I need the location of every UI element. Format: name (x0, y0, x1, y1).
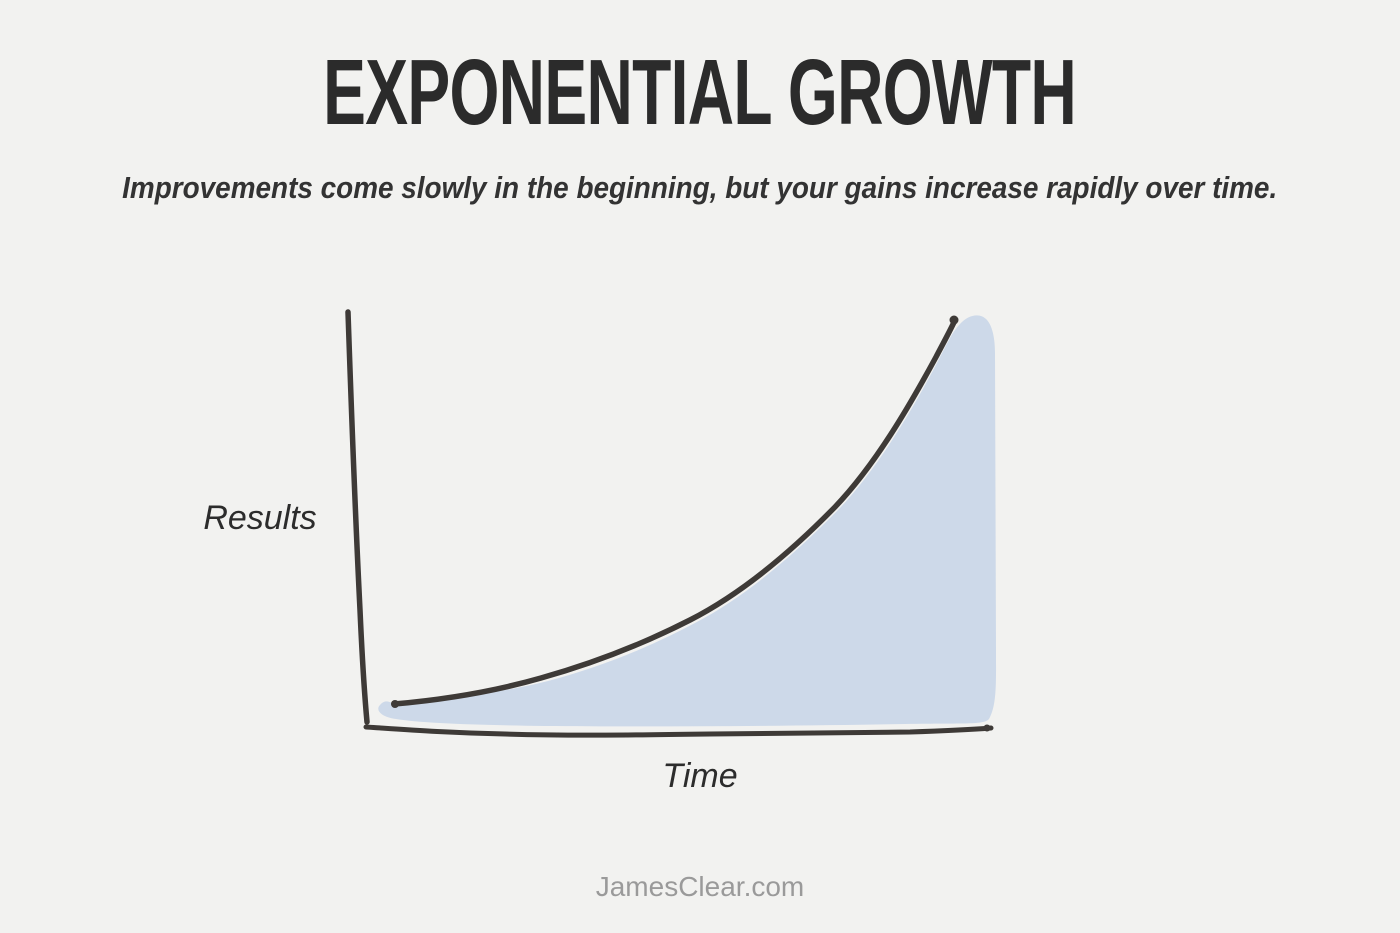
area-fill-shape (378, 315, 997, 727)
y-axis-label: Results (203, 499, 317, 537)
y-axis-line (345, 309, 370, 725)
growth-curve-line (391, 317, 958, 707)
page-title-text: EXPONENTIAL GROWTH (323, 40, 1078, 144)
subtitle: Improvements come slowly in the beginnin… (0, 170, 1400, 206)
x-axis-line (363, 724, 994, 738)
curve-tip-dot (949, 315, 959, 325)
curve-start-dot (391, 700, 399, 708)
page-title: EXPONENTIAL GROWTH (0, 46, 1400, 139)
x-axis-label: Time (662, 757, 738, 795)
footer-attribution: JamesClear.com (595, 871, 805, 902)
x-axis-end-dot (983, 724, 991, 732)
subtitle-text: Improvements come slowly in the beginnin… (122, 170, 1278, 205)
